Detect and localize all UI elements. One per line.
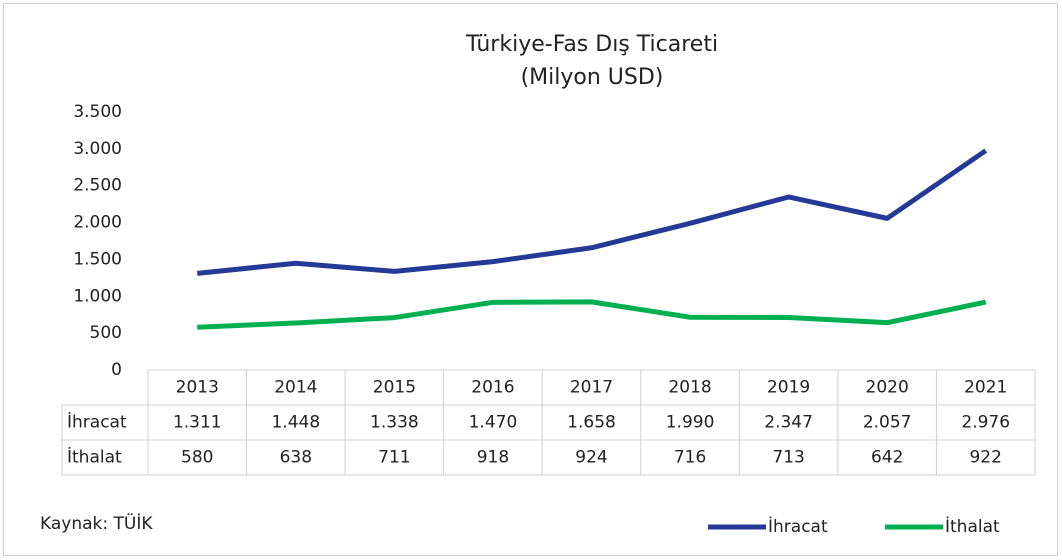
table-cell: 2.347: [764, 413, 813, 433]
y-tick-label: 500: [90, 323, 122, 343]
chart-subtitle: (Milyon USD): [521, 65, 664, 90]
table-cell: 924: [575, 448, 607, 468]
y-tick-label: 1.500: [73, 249, 122, 269]
y-tick-label: 2.500: [73, 176, 122, 196]
x-tick-label: 2013: [176, 378, 219, 398]
table-cell: 1.470: [469, 413, 518, 433]
y-tick-label: 3.000: [73, 139, 122, 159]
table-row-label: İthalat: [67, 447, 122, 468]
table-cell: 1.990: [666, 413, 715, 433]
series-line: [197, 299, 987, 330]
y-tick-label: 3.500: [73, 102, 122, 122]
x-tick-label: 2015: [373, 378, 416, 398]
table-cell: 2.057: [863, 413, 912, 433]
x-tick-label: 2020: [866, 378, 909, 398]
table-cell: 1.658: [567, 413, 616, 433]
table-cell: 580: [181, 448, 213, 468]
table-cell: 922: [969, 448, 1001, 468]
x-tick-label: 2019: [767, 378, 810, 398]
table-cell: 1.311: [173, 413, 222, 433]
chart-border: [3, 3, 1058, 556]
x-tick-label: 2021: [964, 378, 1007, 398]
x-tick-label: 2016: [471, 378, 514, 398]
table-cell: 713: [772, 448, 804, 468]
legend-label: İthalat: [945, 516, 1000, 537]
table-row-label: İhracat: [67, 412, 127, 433]
y-tick-label: 1.000: [73, 286, 122, 306]
legend-label: İhracat: [768, 516, 828, 537]
x-tick-label: 2014: [274, 378, 317, 398]
table-cell: 1.448: [271, 413, 320, 433]
x-tick-label: 2018: [668, 378, 711, 398]
table-cell: 638: [280, 448, 312, 468]
table-cell: 1.338: [370, 413, 419, 433]
table-cell: 642: [871, 448, 903, 468]
chart-title: Türkiye-Fas Dış Ticareti: [465, 32, 718, 57]
table-cell: 711: [378, 448, 410, 468]
series-line: [197, 148, 988, 276]
table-cell: 2.976: [961, 413, 1010, 433]
table-cell: 918: [477, 448, 509, 468]
x-tick-label: 2017: [570, 378, 613, 398]
y-tick-label: 2.000: [73, 213, 122, 233]
source: Kaynak: TÜİK: [40, 512, 153, 534]
y-tick-label: 0: [111, 360, 122, 380]
table-cell: 716: [674, 448, 706, 468]
